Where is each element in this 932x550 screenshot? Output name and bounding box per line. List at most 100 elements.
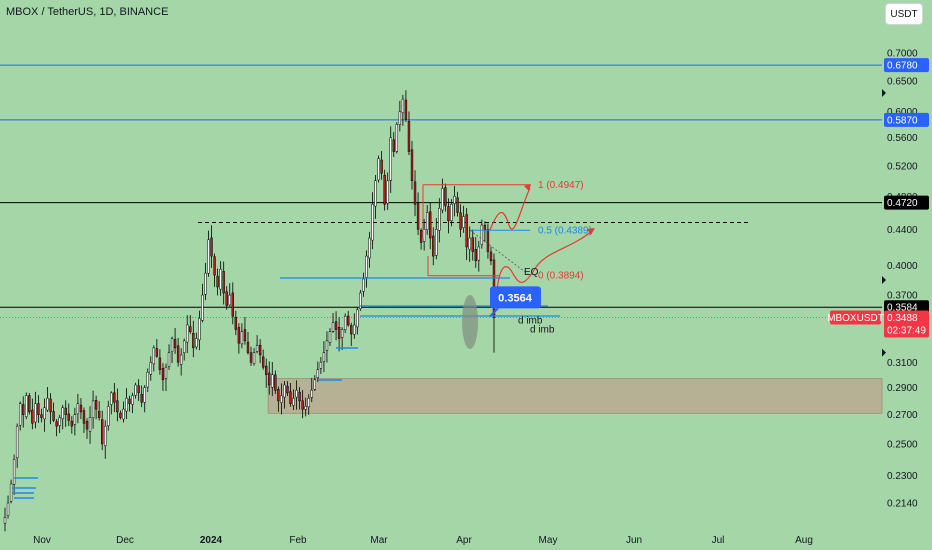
candle-body-up [195, 338, 198, 348]
candle [213, 253, 216, 287]
candle [410, 140, 414, 190]
candle-body-down [79, 404, 83, 413]
candle-body-up [201, 294, 204, 321]
candle [465, 207, 468, 260]
candle-body-down [155, 348, 159, 357]
candle [389, 126, 392, 193]
time-tick-label: 2024 [200, 535, 223, 546]
candle [268, 361, 271, 395]
candle-body-up [283, 384, 286, 398]
candle [198, 310, 201, 351]
candle [28, 392, 31, 415]
candle [404, 90, 408, 122]
axis-marker-3 [882, 348, 886, 357]
price-tick-label: 0.4400 [887, 225, 918, 236]
candle [301, 390, 304, 419]
candle [152, 345, 156, 372]
currency-button[interactable]: USDT [885, 3, 923, 25]
candle [444, 183, 447, 212]
candle-body-down [483, 224, 487, 230]
candle-body-down [392, 139, 395, 152]
candle-body-up [240, 331, 244, 345]
candle [310, 377, 313, 403]
price-tick-label: 0.3100 [887, 358, 918, 369]
candle-body-down [383, 174, 386, 205]
candle-body-down [52, 411, 55, 421]
candle-body-down [249, 352, 253, 363]
candle-body-up [122, 408, 125, 420]
projection-upper [489, 187, 531, 231]
time-tick-label: Aug [795, 535, 813, 546]
candle [353, 313, 356, 339]
candle-body-up [107, 406, 110, 427]
candle-body-up [307, 397, 310, 408]
candle [179, 348, 183, 376]
candle-body-down [246, 341, 250, 353]
candle-body-up [322, 352, 326, 362]
candle-body-up [295, 389, 298, 398]
candle-body-up [228, 294, 231, 306]
fib-diagonal [469, 229, 531, 277]
candle [164, 363, 168, 391]
candle-body-up [18, 403, 22, 426]
horizontal-levels-layer [0, 64, 882, 318]
candle-body-down [161, 368, 165, 381]
fib-label-2: 0.5 (0.4389) [538, 225, 592, 236]
price-tick-label: 0.2300 [887, 471, 918, 482]
level-badge-3: 0.4720 [887, 198, 918, 209]
candle-body-up [91, 400, 95, 419]
candle-body-down [231, 292, 234, 317]
candle [176, 337, 180, 367]
time-tick-label: Apr [456, 535, 472, 546]
candle [73, 407, 77, 436]
price-tick-label: 0.7000 [887, 49, 918, 60]
candle [167, 344, 171, 370]
candle [55, 419, 58, 437]
candle [204, 262, 207, 301]
candle [76, 393, 80, 424]
candle [97, 401, 101, 421]
candle [328, 328, 332, 347]
candle [140, 385, 143, 408]
candle [483, 221, 487, 242]
candle [94, 395, 98, 420]
candle [158, 349, 162, 375]
candle [401, 94, 405, 126]
candle [210, 225, 213, 268]
candle [107, 400, 110, 431]
candle-body-up [170, 338, 174, 353]
candle-body-down [410, 149, 414, 182]
level-badge-1: 0.6780 [887, 61, 918, 72]
candle-body-up [353, 324, 356, 335]
level-badge-3-bg [884, 195, 929, 210]
candle-body-down [28, 395, 31, 413]
candle-body-up [325, 340, 329, 351]
candle-body-down [286, 385, 289, 394]
candle-body-down [268, 372, 271, 386]
candle [149, 356, 152, 381]
candle [277, 386, 280, 412]
candle-body-down [350, 325, 353, 335]
candle-body-up [146, 371, 149, 388]
candle [362, 272, 365, 297]
price-tick-label: 0.6000 [887, 107, 918, 118]
price-tick-label: 0.2140 [887, 499, 918, 510]
candle [37, 395, 40, 423]
candle [416, 192, 420, 236]
candle [237, 323, 241, 354]
candle [289, 382, 292, 407]
candle-body-down [413, 181, 417, 205]
demand-zone-layer [267, 378, 883, 414]
candle-body-down [101, 419, 104, 445]
candle-body-up [435, 229, 438, 256]
candle-body-up [386, 180, 389, 204]
price-tick-label: 0.5600 [887, 133, 918, 144]
candle-body-up [61, 407, 64, 420]
candle-body-up [110, 392, 113, 405]
candle [216, 268, 219, 296]
candle [255, 335, 259, 354]
candle-body-down [474, 249, 477, 262]
symbol-badge-label: MBOXUSDT [827, 313, 884, 324]
time-tick-label: Mar [370, 535, 388, 546]
